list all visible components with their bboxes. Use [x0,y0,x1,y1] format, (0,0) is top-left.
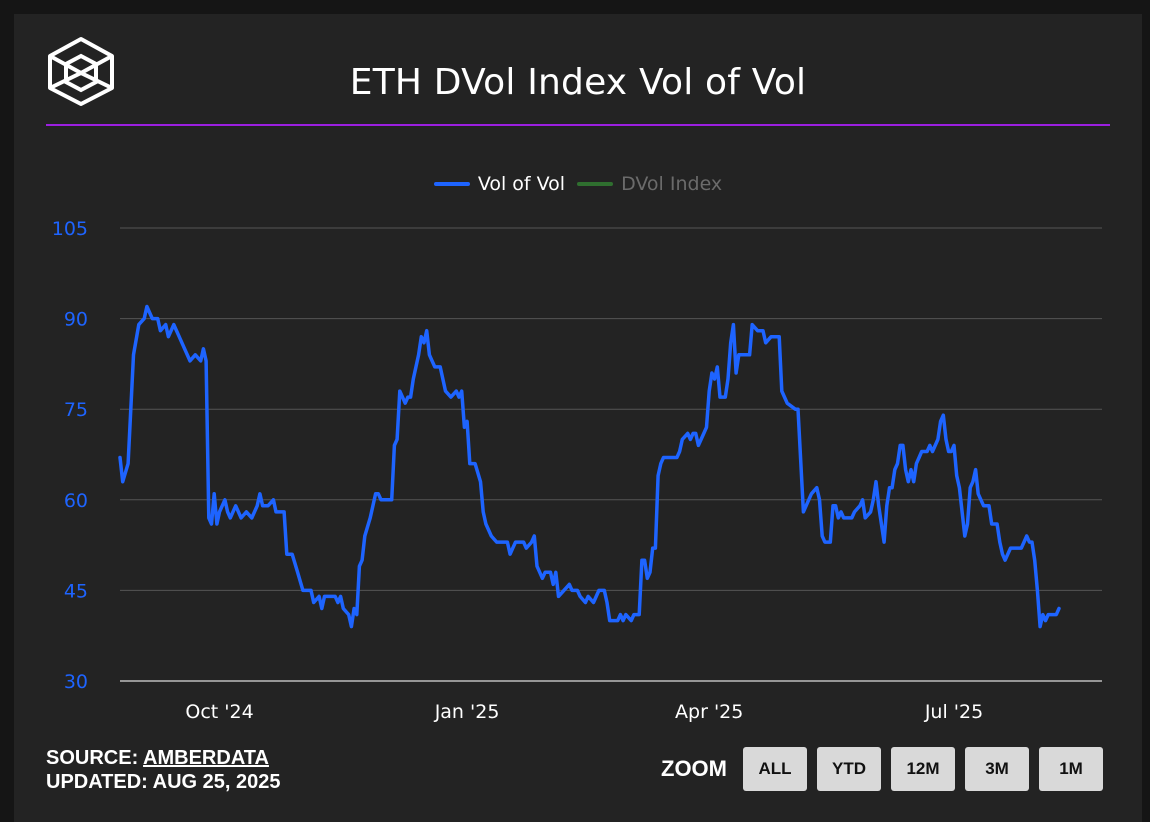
zoom-label: ZOOM [661,756,727,781]
source-line: SOURCE: AMBERDATA [46,746,281,770]
chart-title: ETH DVol Index Vol of Vol [349,62,807,103]
legend-label-dvol-index: DVol Index [621,173,723,195]
x-tick-label-2: Apr '25 [675,701,743,723]
zoom-3m-button[interactable]: 3M [965,747,1029,791]
zoom-12m-button[interactable]: 12M [891,747,955,791]
y-tick-label-60: 60 [64,490,88,512]
x-tick-label-1: Jan '25 [434,701,500,723]
y-tick-label-75: 75 [64,399,88,421]
updated-line: UPDATED: AUG 25, 2025 [46,771,281,793]
line-chart[interactable]: 30 45 60 75 90 105 Oct '24 Jan '25 Apr '25 Jul '… [14,14,1142,734]
title-divider [46,124,1110,126]
legend-swatch-dvol-index [577,182,614,186]
x-tick-label-3: Jul '25 [924,701,983,723]
source-prefix: SOURCE: [46,747,144,769]
x-tick-label-0: Oct '24 [185,701,253,723]
source-block: SOURCE: AMBERDATA UPDATED: AUG 25, 2025 [46,746,281,794]
legend-item-dvol-index[interactable]: DVol Index [577,173,722,195]
y-tick-label-90: 90 [64,309,88,331]
y-tick-label-105: 105 [52,218,88,240]
zoom-ytd-button[interactable]: YTD [817,747,881,791]
chart-panel: ETH DVol Index Vol of Vol Vol of Vol DVo… [14,14,1142,822]
y-tick-label-30: 30 [64,671,88,693]
source-link[interactable]: AMBERDATA [143,747,269,769]
chart-legend: Vol of Vol DVol Index [14,169,1142,195]
legend-swatch-vol-of-vol [433,182,470,186]
legend-item-vol-of-vol[interactable]: Vol of Vol [433,173,566,195]
amberdata-cube-logo [48,37,114,106]
zoom-all-button[interactable]: ALL [743,747,807,791]
y-tick-label-45: 45 [64,580,88,602]
series-line-vol-of-vol [118,304,1061,629]
legend-label-vol-of-vol: Vol of Vol [477,173,566,195]
zoom-1m-button[interactable]: 1M [1039,747,1103,791]
